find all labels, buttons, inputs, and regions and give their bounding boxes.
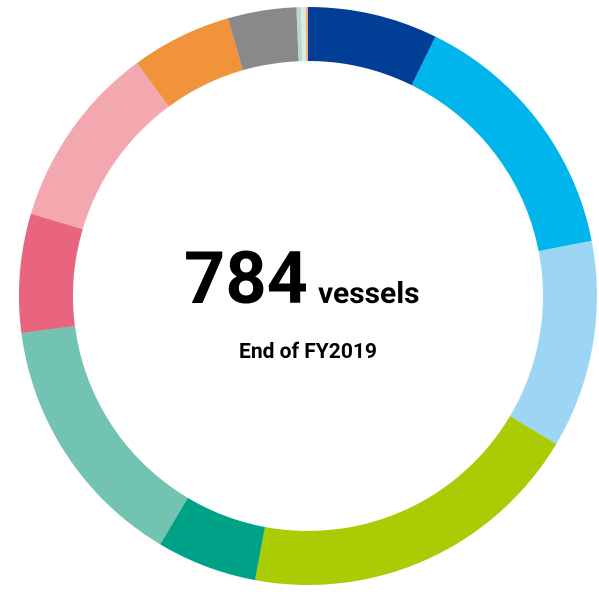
donut-slice (137, 18, 243, 107)
donut-slice (255, 416, 557, 585)
total-value: 784 (184, 236, 308, 321)
donut-slice (308, 7, 436, 86)
donut (18, 7, 597, 585)
donut-slice (411, 36, 592, 252)
donut-slice (509, 240, 597, 444)
donut-slice (160, 497, 265, 581)
donut-slice (227, 7, 299, 71)
donut-slice (296, 7, 303, 62)
donut-slice (21, 326, 188, 545)
total-unit: vessels (318, 276, 420, 311)
subtitle: End of FY2019 (239, 340, 377, 364)
donut-slice (30, 63, 169, 230)
donut-slice (301, 7, 307, 62)
donut-slice (18, 213, 83, 333)
donut-slice (305, 7, 308, 62)
